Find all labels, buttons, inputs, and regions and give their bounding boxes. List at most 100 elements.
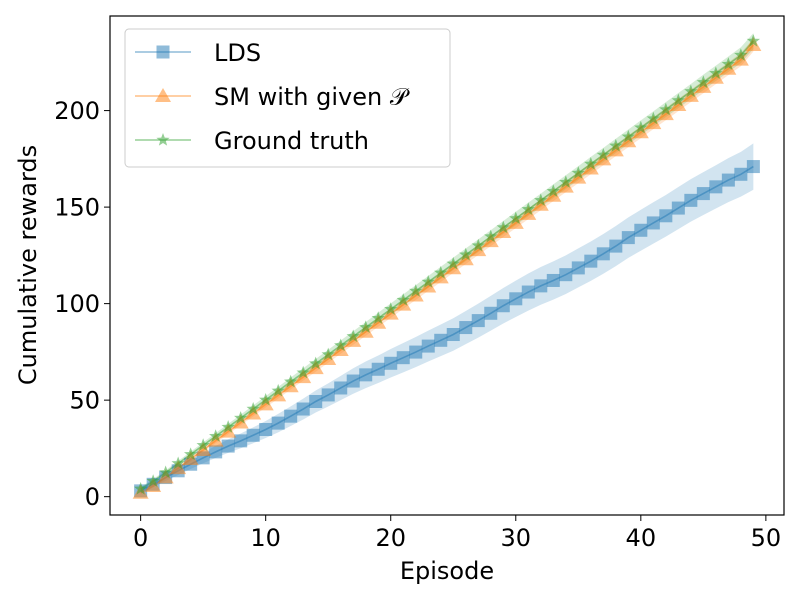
point-ground-truth [434, 265, 448, 279]
point-sm-with-given [470, 242, 487, 257]
point-lds [284, 409, 298, 423]
point-ground-truth [696, 75, 710, 89]
point-ground-truth [259, 392, 273, 406]
point-ground-truth [621, 129, 635, 143]
point-ground-truth [271, 383, 285, 397]
point-sm-with-given [145, 478, 162, 493]
point-ground-truth [596, 147, 610, 161]
point-lds [234, 434, 248, 448]
legend: LDS SM with given 𝒫 Ground truth [124, 28, 451, 168]
point-sm-with-given [382, 305, 399, 320]
point-sm-with-given [720, 60, 737, 75]
point-lds [684, 193, 698, 207]
point-ground-truth [509, 211, 523, 225]
point-lds [671, 201, 685, 215]
point-ground-truth [446, 256, 460, 270]
point-sm-with-given [570, 169, 587, 184]
point-lds [259, 422, 273, 436]
y-tick-label: 150 [54, 194, 100, 222]
point-ground-truth [309, 356, 323, 370]
y-tick-label: 200 [54, 97, 100, 125]
point-sm-with-given [332, 341, 349, 356]
point-ground-truth [409, 284, 423, 297]
point-lds [346, 374, 360, 388]
legend-marker [156, 133, 170, 146]
point-lds [459, 321, 473, 335]
point-lds [609, 239, 623, 253]
point-ground-truth [471, 238, 485, 252]
point-ground-truth [359, 320, 373, 334]
point-ground-truth [334, 338, 348, 352]
point-sm-with-given [220, 423, 237, 438]
point-lds [209, 445, 223, 459]
plot-frame [109, 15, 785, 516]
point-lds [746, 160, 760, 174]
point-ground-truth [459, 247, 473, 261]
x-tick-label: 50 [751, 524, 782, 552]
x-tick-label: 10 [250, 524, 281, 552]
point-sm-with-given [357, 323, 374, 338]
legend-label: Ground truth [214, 127, 369, 155]
point-sm-with-given [645, 115, 662, 130]
point-sm-with-given [495, 224, 512, 239]
point-lds [571, 261, 585, 275]
point-ground-truth [721, 57, 736, 70]
point-ground-truth [384, 302, 398, 315]
point-lds [409, 345, 423, 359]
point-lds [434, 333, 448, 347]
point-ground-truth [559, 175, 573, 188]
point-sm-with-given [207, 432, 224, 447]
point-lds [421, 339, 435, 353]
band-lds [140, 143, 754, 493]
point-sm-with-given [732, 51, 749, 66]
point-ground-truth [184, 447, 198, 461]
point-lds [271, 416, 285, 430]
point-sm-with-given [607, 142, 624, 157]
point-lds [646, 216, 660, 230]
point-sm-with-given [707, 69, 724, 84]
point-lds [221, 439, 235, 453]
point-ground-truth [521, 202, 535, 216]
point-ground-truth [609, 138, 623, 152]
point-sm-with-given [582, 160, 599, 175]
point-sm-with-given [482, 233, 499, 248]
point-ground-truth [634, 120, 648, 134]
point-ground-truth [321, 347, 335, 361]
point-sm-with-given [157, 469, 174, 484]
point-ground-truth [484, 229, 498, 243]
point-sm-with-given [245, 405, 262, 420]
point-lds [296, 402, 310, 416]
point-ground-truth [234, 411, 248, 424]
point-lds [396, 351, 410, 365]
point-lds [521, 285, 535, 299]
point-sm-with-given [657, 106, 674, 121]
point-sm-with-given [170, 460, 187, 475]
point-ground-truth [296, 365, 310, 379]
point-lds [509, 292, 523, 306]
point-lds [534, 279, 548, 293]
point-lds [496, 299, 510, 313]
point-ground-truth [584, 157, 598, 170]
y-tick-label: 50 [69, 387, 100, 415]
point-sm-with-given [282, 378, 299, 393]
point-ground-truth [133, 481, 148, 495]
legend-label: LDS [214, 39, 261, 67]
point-sm-with-given [395, 296, 412, 311]
point-sm-with-given [595, 151, 612, 166]
series-markers [132, 34, 762, 499]
point-lds [371, 362, 385, 376]
point-sm-with-given [682, 87, 699, 102]
point-lds [559, 268, 573, 282]
point-lds [359, 368, 373, 382]
point-sm-with-given [407, 287, 424, 302]
point-lds [484, 306, 498, 320]
point-lds [634, 223, 648, 237]
point-sm-with-given [632, 124, 649, 139]
point-ground-truth [221, 420, 235, 433]
band-ground-truth [140, 33, 754, 491]
point-lds [334, 381, 348, 395]
legend-marker [156, 45, 170, 59]
point-ground-truth [421, 275, 435, 288]
point-ground-truth [346, 329, 360, 343]
point-ground-truth [496, 220, 510, 234]
